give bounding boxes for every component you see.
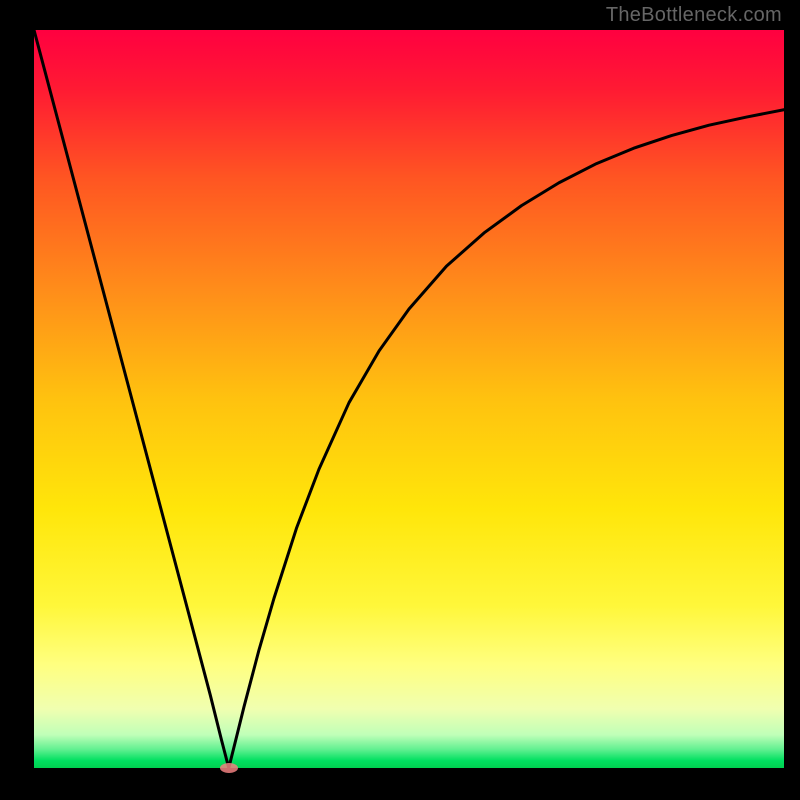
watermark-text: TheBottleneck.com xyxy=(606,4,782,27)
gradient-background xyxy=(34,30,784,768)
optimum-marker xyxy=(220,763,238,773)
bottleneck-curve xyxy=(34,30,784,768)
chart-plot-area xyxy=(34,30,784,768)
